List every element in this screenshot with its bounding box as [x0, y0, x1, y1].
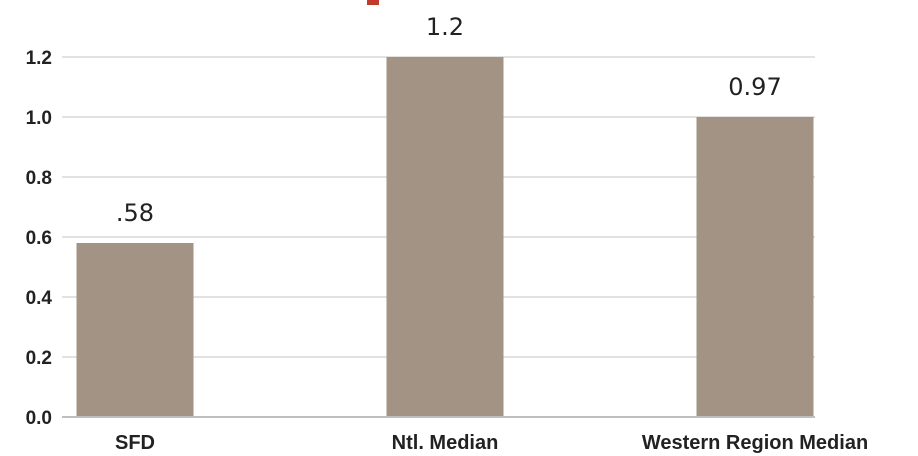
y-tick-label: 0.2: [26, 348, 52, 369]
data-label: .58: [116, 199, 154, 227]
y-tick-label: 0.8: [26, 168, 52, 189]
category-label: SFD: [115, 432, 155, 454]
y-tick-label: 1.0: [26, 108, 52, 129]
data-label: 0.97: [728, 73, 781, 101]
y-axis-tick-labels: 0.0 0.2 0.4 0.6 0.8 1.0 1.2: [26, 48, 53, 429]
data-label: 1.2: [426, 13, 464, 41]
category-label: Ntl. Median: [392, 432, 499, 454]
y-tick-label: 0.4: [26, 288, 53, 309]
y-tick-label: 0.0: [26, 408, 52, 429]
y-tick-label: 1.2: [26, 48, 52, 69]
title-accent-fragment: [367, 0, 379, 5]
x-axis-category-labels: SFD Ntl. Median Western Region Median: [115, 432, 868, 454]
bar: [76, 243, 194, 417]
category-label: Western Region Median: [642, 432, 868, 454]
data-labels: .58 1.2 0.97: [116, 13, 782, 227]
y-tick-label: 0.6: [26, 228, 52, 249]
bar: [696, 117, 814, 417]
bar: [386, 57, 504, 417]
bars: [76, 57, 814, 417]
